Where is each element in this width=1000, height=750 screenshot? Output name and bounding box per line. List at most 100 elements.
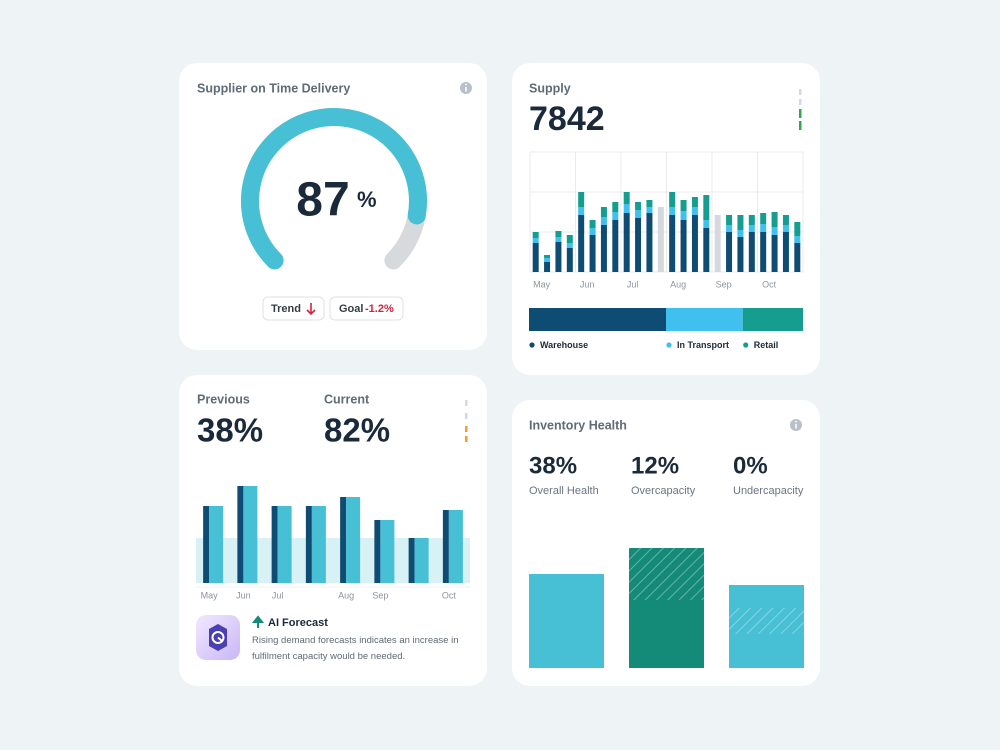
bar-segment bbox=[635, 210, 642, 218]
bar-segment bbox=[566, 235, 573, 243]
bar-segment bbox=[578, 192, 585, 207]
bar bbox=[442, 510, 449, 583]
hatch bbox=[729, 608, 804, 634]
legend-dot bbox=[743, 342, 749, 348]
bar-segment bbox=[691, 197, 698, 207]
bar-segment bbox=[612, 220, 619, 272]
bar-segment bbox=[629, 600, 704, 668]
forecast-text: Rising demand forecasts indicates an inc… bbox=[252, 635, 459, 662]
stat-label: Overcapacity bbox=[631, 485, 696, 497]
stat-label: Current bbox=[324, 392, 370, 406]
bar-segment bbox=[623, 192, 630, 204]
bar bbox=[311, 506, 326, 583]
card-title: Inventory Health bbox=[529, 418, 627, 432]
bar-segment bbox=[680, 211, 687, 220]
bar-segment bbox=[600, 225, 607, 272]
goal-label: Goal bbox=[339, 303, 363, 315]
bar-segment bbox=[771, 227, 778, 235]
bar-segment bbox=[578, 207, 585, 215]
legend-label: Retail bbox=[754, 340, 779, 350]
stat-value: 82% bbox=[324, 412, 390, 449]
share-segment bbox=[529, 308, 666, 331]
bar-segment bbox=[566, 248, 573, 272]
card bbox=[179, 375, 487, 686]
bar-segment bbox=[729, 634, 804, 668]
trend-arrow bbox=[306, 303, 316, 316]
gauge-arc bbox=[241, 108, 427, 270]
bar-segment bbox=[578, 215, 585, 272]
bar-segment bbox=[600, 217, 607, 225]
gauge-value: 87 bbox=[296, 174, 349, 227]
stat-value: 12% bbox=[631, 452, 679, 479]
stat-label: Undercapacity bbox=[733, 485, 804, 497]
bar-segment bbox=[714, 215, 721, 272]
bar-segment bbox=[748, 225, 755, 232]
goal-chip[interactable] bbox=[329, 296, 404, 321]
x-tick-label: Oct bbox=[762, 279, 777, 289]
bar-segment bbox=[646, 213, 653, 272]
bar-segment bbox=[529, 574, 604, 668]
bar-segment bbox=[782, 225, 789, 232]
bar-segment bbox=[760, 224, 767, 232]
bar-segment bbox=[646, 200, 653, 207]
bar-segment bbox=[589, 228, 596, 235]
bar bbox=[414, 538, 429, 583]
goal-value: -1.2% bbox=[365, 303, 394, 315]
x-tick-label: Jul bbox=[627, 279, 639, 289]
bar-segment bbox=[635, 218, 642, 272]
bar-segment bbox=[794, 243, 801, 272]
bar-segment bbox=[612, 212, 619, 220]
bar-segment bbox=[555, 242, 562, 272]
supply-value: 7842 bbox=[529, 100, 605, 138]
bar-segment bbox=[555, 231, 562, 237]
x-tick-label: Oct bbox=[442, 590, 457, 600]
bar-segment bbox=[703, 220, 710, 228]
bar bbox=[346, 497, 361, 583]
bar-segment bbox=[544, 255, 551, 258]
bar-segment bbox=[726, 215, 733, 225]
card-title: Supplier on Time Delivery bbox=[197, 81, 350, 95]
share-segment bbox=[742, 308, 803, 331]
bar bbox=[277, 506, 292, 583]
hatch bbox=[629, 548, 704, 600]
bar-segment bbox=[646, 207, 653, 213]
bar-segment bbox=[669, 192, 676, 207]
target-band bbox=[196, 538, 470, 583]
bar-segment bbox=[794, 222, 801, 236]
bar-segment bbox=[680, 220, 687, 272]
x-tick-label: Aug bbox=[338, 590, 354, 600]
ai-icon bbox=[196, 615, 240, 660]
bar-segment bbox=[726, 225, 733, 232]
stat-value: 38% bbox=[197, 412, 263, 449]
bar-segment bbox=[737, 215, 744, 230]
bar-segment bbox=[669, 207, 676, 215]
x-tick-label: Aug bbox=[670, 279, 686, 289]
card-title: Supply bbox=[529, 81, 571, 95]
bar bbox=[271, 506, 278, 583]
legend-label: Warehouse bbox=[540, 340, 588, 350]
bar-segment bbox=[737, 230, 744, 237]
x-tick-label: May bbox=[201, 590, 219, 600]
bar-segment bbox=[600, 207, 607, 217]
legend-dot bbox=[529, 342, 535, 348]
bar-segment bbox=[771, 235, 778, 272]
bar-segment bbox=[726, 232, 733, 272]
bar-segment bbox=[532, 238, 539, 243]
bar-segment bbox=[669, 215, 676, 272]
bar-segment bbox=[782, 232, 789, 272]
bar bbox=[305, 506, 312, 583]
bar bbox=[448, 510, 463, 583]
bar-segment bbox=[737, 237, 744, 272]
bar-segment bbox=[532, 243, 539, 272]
bar-segment bbox=[703, 195, 710, 220]
share-segment bbox=[666, 308, 743, 331]
info-icon[interactable] bbox=[790, 419, 802, 431]
trend-chip[interactable] bbox=[262, 296, 325, 321]
info-icon[interactable] bbox=[460, 82, 472, 94]
bar-segment bbox=[771, 212, 778, 227]
x-tick-label: Jun bbox=[236, 590, 251, 600]
stat-value: 0% bbox=[733, 452, 768, 479]
